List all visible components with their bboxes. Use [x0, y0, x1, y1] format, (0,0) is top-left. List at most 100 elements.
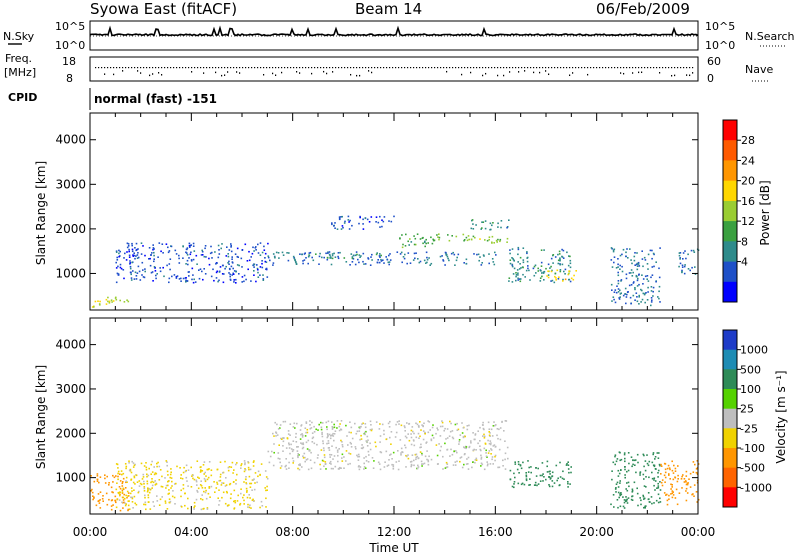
- freq-label-top: Freq.: [5, 52, 32, 65]
- x-tick-label-5: 20:00: [579, 525, 614, 539]
- colorbar-swatch-2: [723, 160, 737, 182]
- echo-region-11: [610, 247, 661, 307]
- echo-region-5: [399, 233, 434, 249]
- power-ylabel: Slant Range [km]: [34, 161, 48, 265]
- x-tick-label-1: 04:00: [174, 525, 209, 539]
- y-tick-label-3: 4000: [55, 338, 86, 352]
- colorbar-tick-2: 100: [740, 383, 761, 396]
- echo-region-4: [610, 451, 662, 509]
- freq-trace: [95, 67, 694, 77]
- colorbar-swatch-7: [723, 467, 737, 488]
- colorbar-tick-4: 12: [741, 215, 755, 228]
- colorbar-tick-5: -100: [740, 442, 765, 455]
- echo-region-0: [90, 473, 130, 512]
- colorbar-swatch-1: [723, 140, 737, 161]
- nave-tick-top: 60: [707, 55, 721, 68]
- velocity-colorbar-label: Velocity [m s⁻¹]: [774, 370, 788, 463]
- colorbar-swatch-5: [723, 428, 737, 449]
- velocity-ylabel: Slant Range [km]: [34, 365, 48, 469]
- colorbar-tick-1: 500: [740, 363, 761, 376]
- colorbar-tick-2: 20: [741, 175, 755, 188]
- echo-region-10: [546, 269, 577, 282]
- colorbar-tick-5: 8: [741, 235, 748, 248]
- y-tick-label-1: 2000: [55, 222, 86, 236]
- echo-region-3: [307, 253, 382, 260]
- y-tick-label-3: 4000: [55, 133, 86, 147]
- colorbar-tick-4: -25: [740, 422, 758, 435]
- y-tick-label-1: 2000: [55, 426, 86, 440]
- colorbar-swatch-5: [723, 221, 737, 242]
- colorbar-tick-0: 1000: [740, 344, 768, 357]
- colorbar-swatch-8: [723, 281, 737, 303]
- beam-title: Beam 14: [355, 0, 422, 18]
- date-title: 06/Feb/2009: [596, 0, 690, 18]
- noise-sky-label: N.Sky: [3, 30, 35, 43]
- echo-region-2: [267, 420, 509, 471]
- colorbar-swatch-3: [723, 180, 737, 202]
- colorbar-swatch-4: [723, 408, 737, 429]
- colorbar-swatch-8: [723, 487, 737, 508]
- noise-left-tick-top: 10^5: [55, 20, 85, 33]
- x-tick-label-2: 08:00: [275, 525, 310, 539]
- freq-tick-top: 18: [62, 55, 76, 68]
- echo-region-5: [660, 460, 700, 506]
- colorbar-swatch-0: [723, 120, 737, 141]
- echo-region-3: [509, 460, 572, 489]
- colorbar-swatch-4: [723, 200, 737, 222]
- x-tick-label-4: 16:00: [478, 525, 513, 539]
- noise-sky-trace: [89, 25, 699, 37]
- velocity-echo-layer: [90, 420, 700, 512]
- y-tick-label-2: 3000: [55, 382, 86, 396]
- velocity-axis: 1000 2000 3000 4000: [55, 318, 699, 514]
- velocity-colorbar: 1000 500 100 25 -25 -100 -500 -1000: [722, 329, 772, 508]
- y-tick-label-0: 1000: [55, 471, 86, 485]
- power-colorbar: 28 24 20 16 12 8 4: [722, 119, 755, 303]
- power-axis: 1000 2000 3000 4000: [55, 113, 699, 310]
- station-title: Syowa East (fitACF): [90, 0, 237, 18]
- y-tick-label-0: 1000: [55, 266, 86, 280]
- colorbar-swatch-7: [723, 261, 737, 283]
- colorbar-tick-3: 25: [740, 403, 754, 416]
- colorbar-swatch-1: [723, 349, 737, 370]
- power-echo-layer: [91, 215, 700, 308]
- y-tick-label-2: 3000: [55, 177, 86, 191]
- freq-label-bottom: [MHz]: [4, 66, 36, 79]
- x-tick-label-0: 00:00: [73, 525, 108, 539]
- echo-region-9: [508, 246, 572, 284]
- freq-tick-bottom: 8: [66, 72, 73, 85]
- noise-right-tick-bottom: 10^0: [705, 39, 735, 52]
- colorbar-tick-1: 24: [741, 154, 755, 167]
- colorbar-swatch-6: [723, 241, 737, 262]
- echo-region-8: [470, 219, 510, 231]
- cpid-label: CPID: [8, 91, 37, 104]
- freq-panel: Freq. [MHz] 18 8 60 0 Nave: [4, 52, 773, 85]
- x-axis: 00:00 04:00 08:00 12:00 16:00 20:00 00:00: [73, 525, 716, 539]
- velocity-panel: 1000 2000 3000 4000 Slant Range [km]: [34, 317, 700, 515]
- nave-tick-bottom: 0: [707, 72, 714, 85]
- echo-region-1: [115, 242, 269, 284]
- colorbar-swatch-0: [723, 330, 737, 351]
- power-colorbar-label: Power [dB]: [758, 180, 772, 245]
- echo-region-12: [678, 248, 700, 275]
- cpid-value: normal (fast) -151: [94, 92, 217, 106]
- colorbar-tick-6: 4: [741, 256, 748, 269]
- echo-region-2: [267, 251, 497, 266]
- noise-panel: N.Sky 10^5 10^0 10^5 10^0 N.Search: [3, 20, 795, 52]
- echo-region-7: [470, 235, 509, 244]
- colorbar-tick-3: 16: [741, 195, 755, 208]
- colorbar-swatch-2: [723, 369, 737, 390]
- noise-right-tick-top: 10^5: [705, 20, 735, 33]
- colorbar-tick-6: -500: [740, 462, 765, 475]
- x-axis-label: Time UT: [368, 541, 419, 554]
- colorbar-tick-7: -1000: [740, 481, 772, 494]
- colorbar-swatch-6: [723, 448, 737, 469]
- echo-region-0: [91, 296, 130, 308]
- colorbar-tick-0: 28: [741, 134, 755, 147]
- echo-region-4: [331, 215, 395, 230]
- colorbar-swatch-3: [723, 389, 737, 410]
- echo-region-6: [432, 233, 470, 242]
- x-tick-label-3: 12:00: [377, 525, 412, 539]
- x-tick-label-6: 00:00: [681, 525, 716, 539]
- noise-left-tick-bottom: 10^0: [55, 39, 85, 52]
